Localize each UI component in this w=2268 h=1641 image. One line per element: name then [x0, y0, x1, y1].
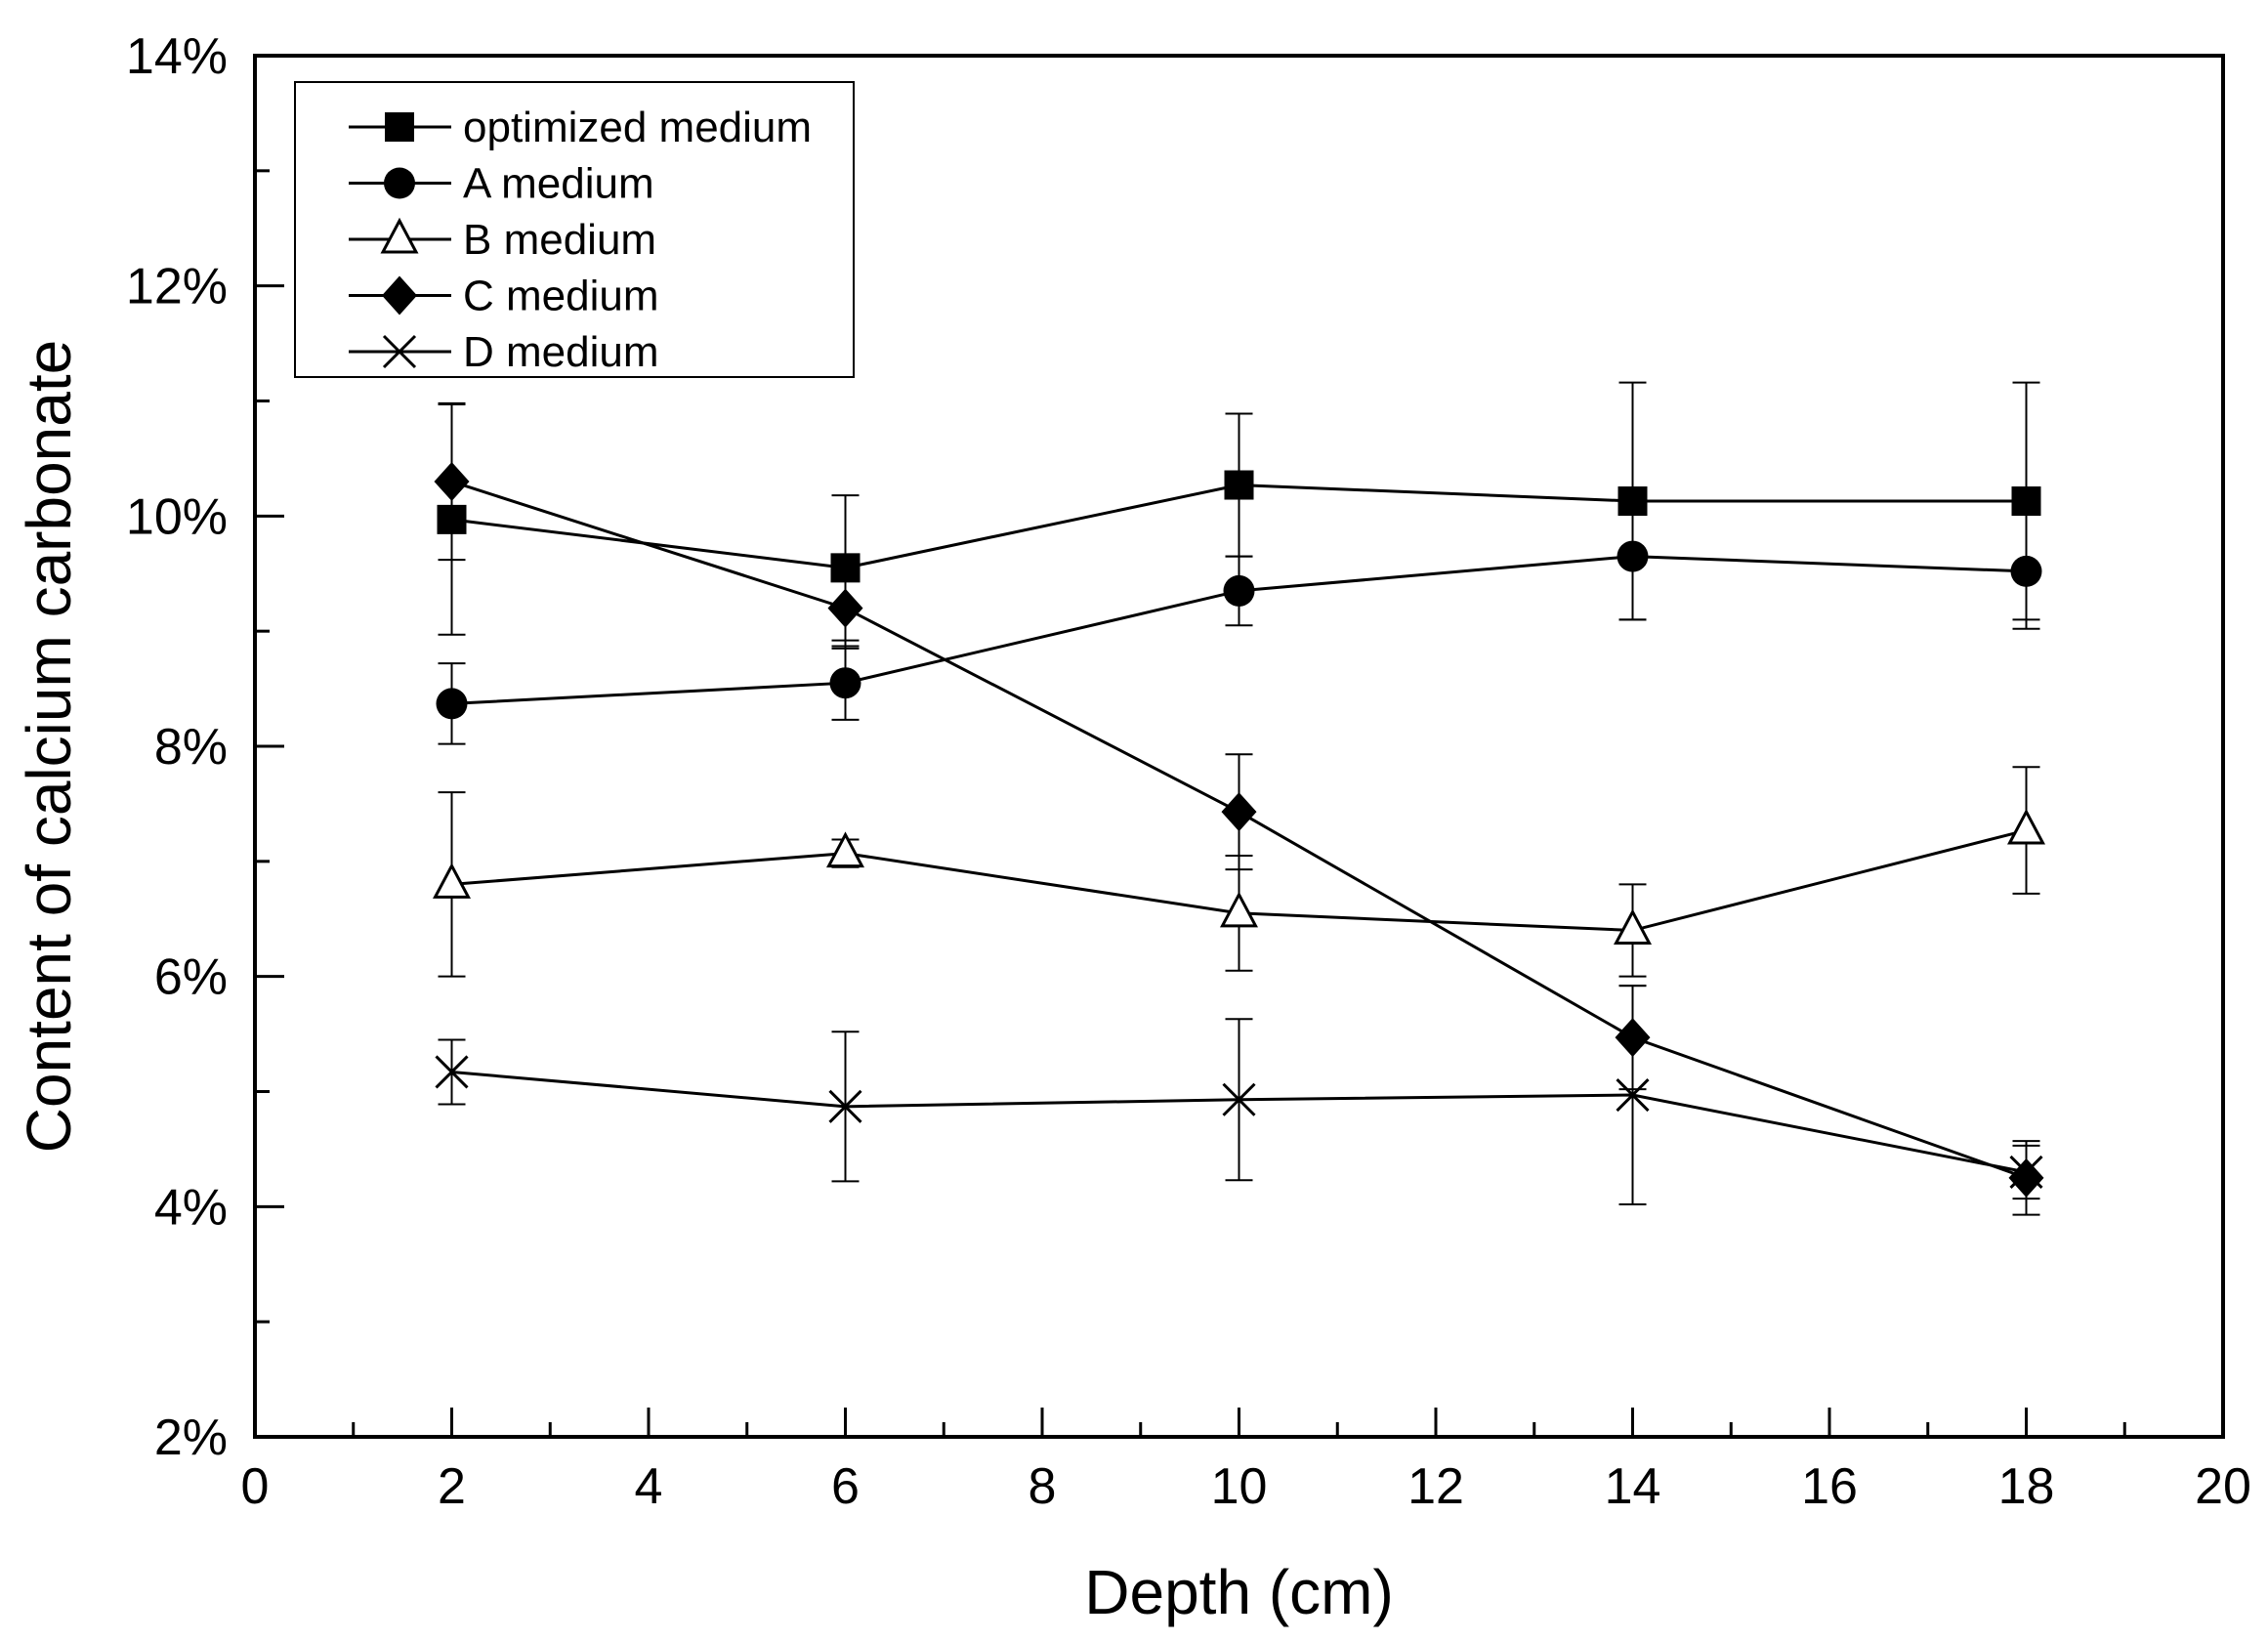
x-tick-label: 14: [1605, 1458, 1661, 1515]
data-point: [1223, 574, 1255, 607]
x-tick-label: 4: [635, 1458, 663, 1515]
legend-marker: [382, 275, 417, 316]
legend-label: A medium: [463, 160, 654, 208]
data-point: [2007, 808, 2045, 845]
legend-marker: [382, 334, 417, 369]
legend-item: C medium: [349, 273, 659, 320]
x-tick-label: 16: [1801, 1458, 1858, 1515]
data-point: [828, 1089, 862, 1123]
y-tick-label: 14%: [126, 28, 228, 85]
x-tick-label: 6: [831, 1458, 860, 1515]
data-point: [1617, 540, 1649, 572]
series-b-medium: [433, 766, 2045, 978]
data-point: [2009, 1155, 2043, 1190]
data-point: [1224, 470, 1254, 500]
data-point: [2011, 486, 2041, 517]
data-point: [434, 461, 470, 501]
legend-item: B medium: [349, 216, 656, 264]
x-tick-label: 18: [1998, 1458, 2055, 1515]
data-point: [827, 588, 863, 628]
data-point: [436, 688, 468, 720]
data-point: [2010, 555, 2042, 587]
series-d-medium: [435, 985, 2043, 1205]
y-tick-label: 10%: [126, 488, 228, 545]
data-point: [826, 831, 864, 868]
legend-label: D medium: [463, 328, 659, 376]
legend-label: C medium: [463, 273, 659, 320]
data-point: [1614, 908, 1652, 946]
data-point: [829, 667, 861, 699]
legend-label: B medium: [463, 216, 656, 264]
y-tick-label: 4%: [154, 1179, 228, 1236]
y-axis: 2% 4% 6% 8% 10% 12% 14%: [126, 28, 284, 1466]
legend: optimized medium A medium B medium C medium…: [294, 81, 855, 378]
data-point: [1221, 792, 1257, 832]
x-axis: 0 2 4 6 8 10 12 14 16 18 20: [241, 1408, 2251, 1515]
legend-marker: [384, 167, 415, 199]
data-point: [435, 1055, 469, 1089]
x-tick-label: 20: [2195, 1458, 2251, 1515]
series-a-medium: [436, 491, 2042, 745]
legend-marker: [380, 217, 419, 254]
data-point: [1220, 891, 1258, 928]
legend-item: optimized medium: [349, 104, 812, 151]
y-tick-label: 8%: [154, 719, 228, 776]
x-tick-label: 2: [438, 1458, 466, 1515]
y-axis-title: Content of calcium carbonate: [14, 340, 84, 1153]
data-point: [433, 863, 471, 899]
x-tick-label: 0: [241, 1458, 270, 1515]
data-point: [1222, 1082, 1256, 1116]
y-tick-label: 12%: [126, 259, 228, 316]
legend-item: A medium: [349, 160, 654, 208]
x-tick-label: 10: [1211, 1458, 1268, 1515]
x-tick-label: 12: [1407, 1458, 1464, 1515]
y-tick-label: 2%: [154, 1410, 228, 1466]
legend-label: optimized medium: [463, 104, 812, 151]
legend-marker: [385, 112, 414, 142]
data-point: [1616, 1077, 1650, 1113]
x-axis-title: Depth (cm): [1084, 1557, 1394, 1627]
legend-item: D medium: [349, 328, 659, 376]
plot-marks: [433, 381, 2045, 1216]
y-tick-label: 6%: [154, 949, 228, 1006]
x-tick-label: 8: [1029, 1458, 1057, 1515]
